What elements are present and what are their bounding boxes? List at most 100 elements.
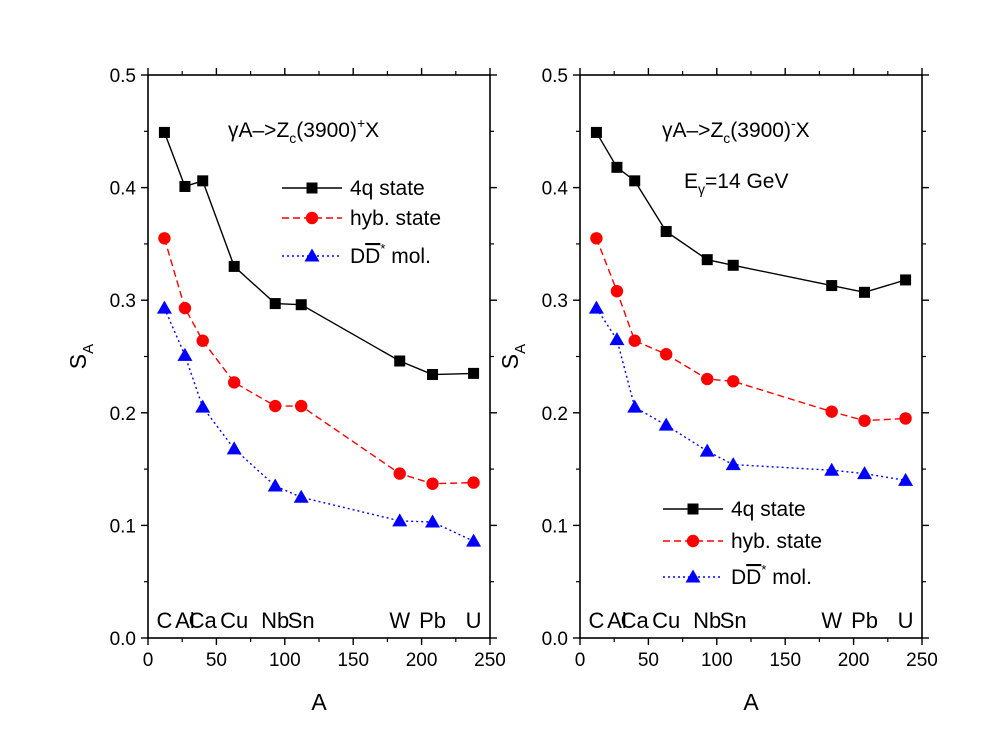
- nucleus-label-nb: Nb: [261, 608, 289, 633]
- data-point-series-2: [295, 399, 308, 413]
- reaction-state: (3900): [730, 119, 791, 142]
- y-tick-label: 0.4: [542, 179, 569, 200]
- data-point-series-1: [295, 299, 307, 311]
- nucleus-label-al: Al: [607, 608, 627, 633]
- legend-marker-1: [687, 503, 699, 515]
- legend-text: hyb. state: [731, 530, 822, 553]
- legend-marker-3: [685, 569, 701, 583]
- data-point-series-1: [629, 175, 641, 187]
- series-line-3: [163, 307, 474, 542]
- data-point-series-3: [177, 347, 193, 361]
- legend-tail: mol.: [766, 566, 812, 589]
- y-tick-label: 0.2: [110, 404, 136, 425]
- legend-marker-2: [305, 211, 319, 225]
- nucleus-label-u: U: [898, 608, 914, 633]
- nucleus-label-w: W: [389, 608, 410, 633]
- legend-dbar: D: [365, 245, 380, 268]
- legend-star: *: [761, 562, 766, 577]
- reaction-charge: +: [357, 115, 365, 131]
- data-point-series-2: [178, 301, 192, 315]
- data-point-series-3: [898, 472, 914, 486]
- data-point-series-1: [427, 369, 439, 381]
- x-tick-label: 250: [906, 650, 938, 671]
- data-point-series-2: [590, 232, 603, 245]
- data-point-series-3: [267, 478, 283, 492]
- data-point-series-2: [426, 477, 439, 490]
- nucleus-label-al: Al: [175, 608, 195, 633]
- y-tick-label: 0.1: [542, 516, 568, 537]
- series-line-2: [595, 238, 906, 422]
- reaction-subscript: c: [289, 130, 296, 146]
- y-axis-label: SA: [65, 344, 97, 369]
- y-tick-label: 0.0: [542, 629, 568, 650]
- nucleus-label-sn: Sn: [288, 608, 315, 633]
- x-tick-label: 100: [269, 650, 301, 671]
- energy-value: =14 GeV: [705, 170, 788, 193]
- energy-prefix: E: [684, 170, 698, 193]
- y-axis-label-main: S: [497, 354, 523, 369]
- y-tick-label: 0.0: [110, 629, 136, 650]
- reaction-suffix: X: [796, 119, 810, 142]
- reaction-state: (3900): [296, 119, 357, 142]
- energy-subscript: γ: [698, 181, 705, 197]
- series-line-1: [595, 132, 906, 294]
- nucleus-label-cu: Cu: [652, 608, 680, 633]
- data-point-series-2: [196, 334, 209, 347]
- data-point-series-1: [468, 367, 480, 379]
- reaction-charge: -: [791, 115, 796, 131]
- data-point-series-1: [826, 280, 838, 292]
- legend-tail: mol.: [385, 245, 431, 268]
- reaction-annotation: γA–>Zc(3900)-X: [662, 115, 810, 146]
- data-point-series-3: [627, 399, 643, 413]
- data-point-series-3: [857, 466, 873, 480]
- legend-text: 4q state: [731, 498, 806, 521]
- data-point-series-2: [858, 414, 871, 427]
- data-point-series-1: [269, 298, 281, 310]
- data-point-series-1: [228, 260, 240, 272]
- data-point-series-3: [658, 417, 674, 431]
- reaction-prefix: γA–>Z: [662, 119, 723, 142]
- nucleus-label-sn: Sn: [720, 608, 747, 633]
- y-tick-label: 0.5: [542, 66, 568, 87]
- data-point-series-1: [859, 286, 871, 298]
- x-tick-label: 200: [406, 650, 438, 671]
- nucleus-label-c: C: [156, 608, 172, 633]
- data-point-series-2: [269, 399, 282, 413]
- data-point-series-1: [900, 274, 912, 286]
- nucleus-label-c: C: [588, 608, 604, 633]
- y-tick-label: 0.3: [542, 291, 568, 312]
- y-tick-label: 0.3: [110, 291, 136, 312]
- data-point-series-2: [610, 284, 624, 298]
- data-point-series-2: [393, 467, 406, 480]
- x-tick-label: 0: [575, 650, 586, 671]
- series-line-2: [163, 238, 474, 485]
- legend-marker-2: [686, 534, 700, 548]
- data-point-series-1: [611, 161, 623, 173]
- data-point-series-3: [466, 533, 482, 547]
- legend-star: *: [380, 241, 385, 256]
- data-point-series-3: [725, 457, 741, 471]
- data-point-series-3: [293, 489, 309, 503]
- legend-label-3: DD* mol.: [350, 241, 431, 268]
- x-tick-label: 200: [838, 650, 870, 671]
- data-point-series-2: [467, 476, 480, 489]
- legend-marker-1: [306, 182, 318, 194]
- legend-marker-3: [304, 248, 320, 262]
- data-point-series-3: [226, 441, 242, 455]
- y-axis-label-subscript: A: [80, 344, 97, 354]
- data-point-series-1: [660, 226, 672, 238]
- y-axis-label-main: S: [65, 354, 91, 369]
- x-axis-label: A: [311, 689, 327, 715]
- legend-label-1: 4q state: [731, 498, 806, 521]
- data-point-series-3: [699, 443, 715, 457]
- legend-d: D: [731, 566, 746, 589]
- reaction-suffix: X: [365, 119, 379, 142]
- nucleus-label-ca: Ca: [189, 608, 218, 633]
- legend-text: 4q state: [350, 177, 425, 200]
- x-tick-label: 100: [701, 650, 733, 671]
- x-tick-label: 50: [638, 650, 659, 671]
- plot-frame: [579, 74, 923, 639]
- data-point-series-1: [158, 126, 170, 138]
- legend-label-2: hyb. state: [350, 207, 441, 230]
